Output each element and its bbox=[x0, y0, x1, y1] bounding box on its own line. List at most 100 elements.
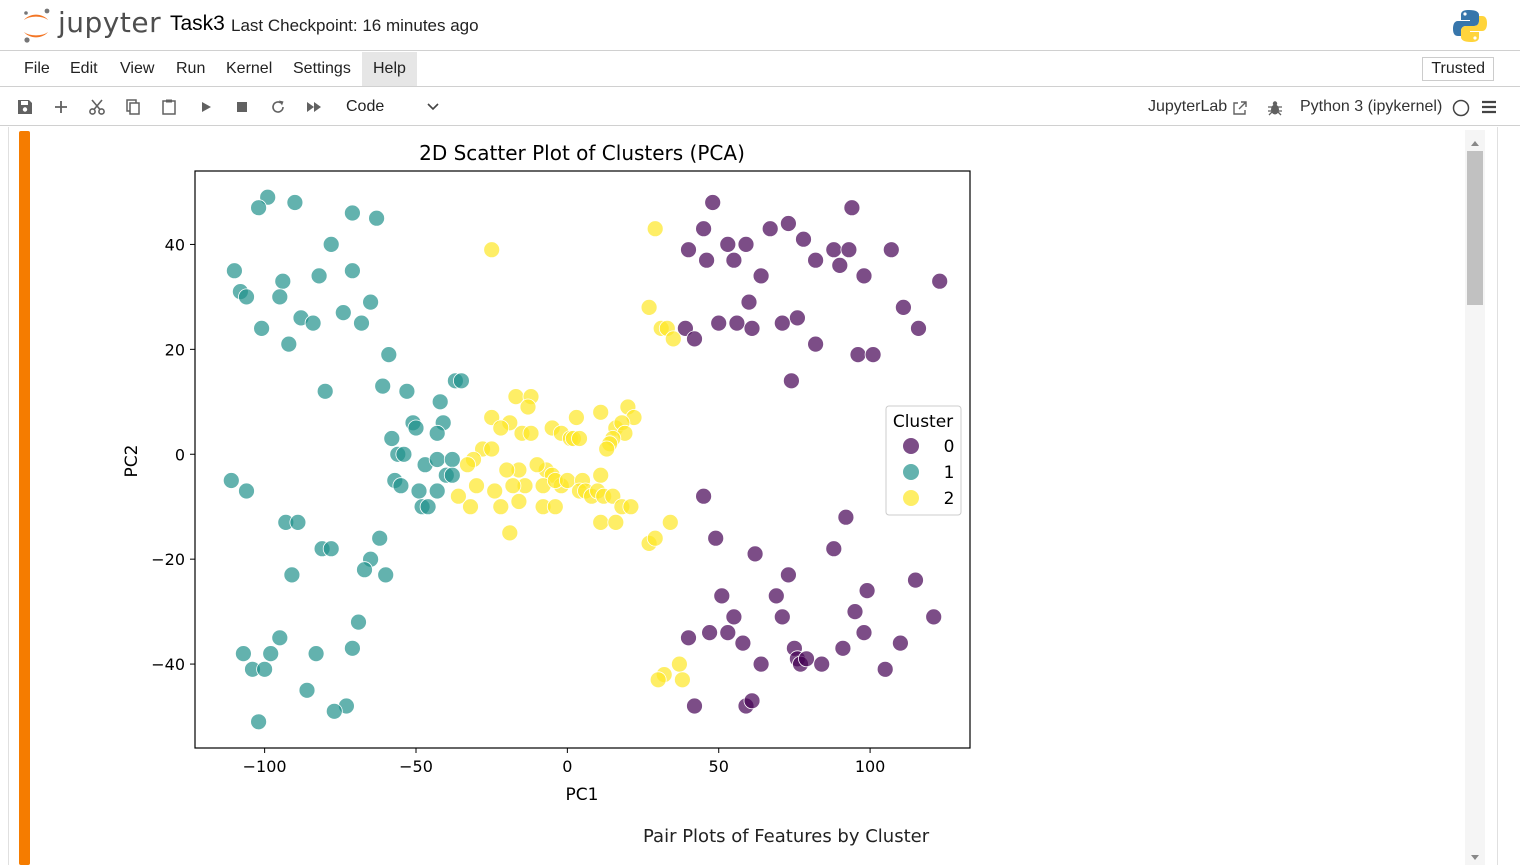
point-cluster-1 bbox=[362, 293, 380, 311]
scroll-down-icon[interactable] bbox=[1470, 854, 1480, 862]
stop-icon[interactable] bbox=[231, 96, 253, 118]
point-cluster-1 bbox=[368, 209, 386, 227]
checkpoint-status: Last Checkpoint: 16 minutes ago bbox=[231, 16, 479, 35]
legend-marker-2 bbox=[903, 490, 919, 506]
point-cluster-2 bbox=[492, 419, 510, 437]
point-cluster-2 bbox=[522, 424, 540, 442]
debugger-bug-icon[interactable] bbox=[1266, 99, 1284, 117]
point-cluster-1 bbox=[383, 430, 401, 447]
menu-view[interactable]: View bbox=[120, 60, 155, 77]
cell-type-select[interactable]: Code bbox=[346, 98, 385, 115]
point-cluster-0 bbox=[780, 566, 797, 584]
jupyter-wordmark: jupyter bbox=[58, 6, 162, 39]
jupyterlab-link[interactable]: JupyterLab bbox=[1148, 98, 1228, 115]
point-cluster-0 bbox=[837, 508, 855, 526]
point-cluster-0 bbox=[849, 346, 867, 364]
point-cluster-1 bbox=[280, 335, 298, 353]
point-cluster-2 bbox=[592, 513, 610, 531]
point-cluster-0 bbox=[876, 660, 894, 678]
menu-help[interactable]: Help bbox=[362, 52, 417, 86]
point-cluster-2 bbox=[646, 220, 664, 238]
point-cluster-2 bbox=[567, 409, 585, 426]
menu-run[interactable]: Run bbox=[176, 60, 206, 77]
point-cluster-0 bbox=[773, 608, 791, 626]
point-cluster-0 bbox=[725, 608, 743, 626]
point-cluster-2 bbox=[661, 513, 679, 531]
copy-icon[interactable] bbox=[122, 96, 144, 118]
point-cluster-1 bbox=[350, 613, 367, 631]
chevron-down-icon[interactable] bbox=[426, 100, 440, 114]
add-icon[interactable] bbox=[50, 96, 72, 118]
notebook-toolbar: Code JupyterLab Python 3 (ipykernel) bbox=[0, 88, 1520, 126]
point-cluster-0 bbox=[907, 571, 924, 589]
trusted-indicator[interactable]: Trusted bbox=[1422, 57, 1494, 81]
restart-icon[interactable] bbox=[267, 96, 289, 118]
run-icon[interactable] bbox=[195, 96, 217, 118]
point-cluster-0 bbox=[892, 634, 909, 652]
point-cluster-1 bbox=[371, 529, 389, 547]
point-cluster-2 bbox=[674, 671, 691, 689]
point-cluster-2 bbox=[449, 487, 467, 505]
point-cluster-1 bbox=[250, 199, 268, 217]
legend-title: Cluster bbox=[893, 412, 953, 432]
menu-file[interactable]: File bbox=[24, 60, 50, 77]
point-cluster-1 bbox=[271, 629, 289, 647]
point-cluster-0 bbox=[704, 194, 722, 211]
point-cluster-2 bbox=[649, 671, 667, 689]
point-cluster-1 bbox=[410, 482, 428, 500]
kernel-name[interactable]: Python 3 (ipykernel) bbox=[1300, 98, 1443, 115]
scroll-up-icon[interactable] bbox=[1470, 139, 1480, 147]
x-tick-label: 0 bbox=[562, 757, 572, 776]
point-cluster-0 bbox=[864, 346, 882, 364]
point-cluster-0 bbox=[831, 256, 849, 274]
point-cluster-0 bbox=[743, 692, 761, 710]
x-tick-label: 100 bbox=[855, 757, 886, 776]
cut-icon[interactable] bbox=[86, 96, 108, 118]
point-cluster-2 bbox=[571, 430, 588, 447]
point-cluster-0 bbox=[695, 487, 712, 505]
point-cluster-0 bbox=[795, 230, 812, 248]
point-cluster-1 bbox=[253, 319, 271, 337]
point-cluster-1 bbox=[256, 660, 274, 678]
legend-marker-0 bbox=[903, 438, 919, 454]
point-cluster-1 bbox=[250, 713, 268, 731]
point-cluster-0 bbox=[710, 314, 728, 332]
menu-bar: File Edit View Run Kernel Settings Help … bbox=[0, 52, 1520, 87]
point-cluster-2 bbox=[640, 298, 658, 316]
menu-kernel[interactable]: Kernel bbox=[226, 60, 273, 77]
menu-settings[interactable]: Settings bbox=[293, 60, 351, 77]
active-cell-indicator[interactable] bbox=[19, 131, 30, 865]
point-cluster-0 bbox=[798, 650, 815, 668]
x-tick-label: −50 bbox=[399, 757, 433, 776]
notebook-title[interactable]: Task3 bbox=[170, 12, 225, 35]
jupyter-logo-icon[interactable] bbox=[18, 6, 158, 46]
point-cluster-2 bbox=[483, 440, 501, 458]
point-cluster-0 bbox=[840, 241, 858, 259]
point-cluster-2 bbox=[492, 498, 510, 516]
point-cluster-0 bbox=[807, 251, 824, 269]
point-cluster-0 bbox=[780, 215, 797, 232]
external-link-icon[interactable] bbox=[1232, 100, 1248, 116]
pair-plot-title: Pair Plots of Features by Cluster bbox=[643, 826, 930, 847]
save-icon[interactable] bbox=[14, 96, 36, 118]
point-cluster-1 bbox=[374, 377, 392, 395]
point-cluster-0 bbox=[825, 241, 843, 259]
point-cluster-0 bbox=[931, 272, 949, 290]
point-cluster-0 bbox=[843, 199, 861, 217]
point-cluster-0 bbox=[737, 236, 755, 253]
point-cluster-2 bbox=[528, 456, 546, 474]
x-axis-label: PC1 bbox=[566, 785, 599, 805]
menu-hamburger-icon[interactable] bbox=[1481, 100, 1497, 114]
output-scrollbar[interactable] bbox=[1465, 130, 1485, 865]
point-cluster-0 bbox=[680, 629, 697, 647]
paste-icon[interactable] bbox=[158, 96, 180, 118]
point-cluster-1 bbox=[322, 540, 340, 558]
point-cluster-1 bbox=[443, 451, 461, 468]
top-bar: jupyter Task3 Last Checkpoint: 16 minute… bbox=[0, 0, 1520, 51]
run-all-icon[interactable] bbox=[303, 96, 325, 118]
points-layer bbox=[222, 188, 949, 731]
menu-edit[interactable]: Edit bbox=[70, 60, 98, 77]
point-cluster-1 bbox=[356, 561, 373, 579]
scrollbar-thumb[interactable] bbox=[1467, 151, 1483, 305]
point-cluster-1 bbox=[298, 681, 316, 699]
